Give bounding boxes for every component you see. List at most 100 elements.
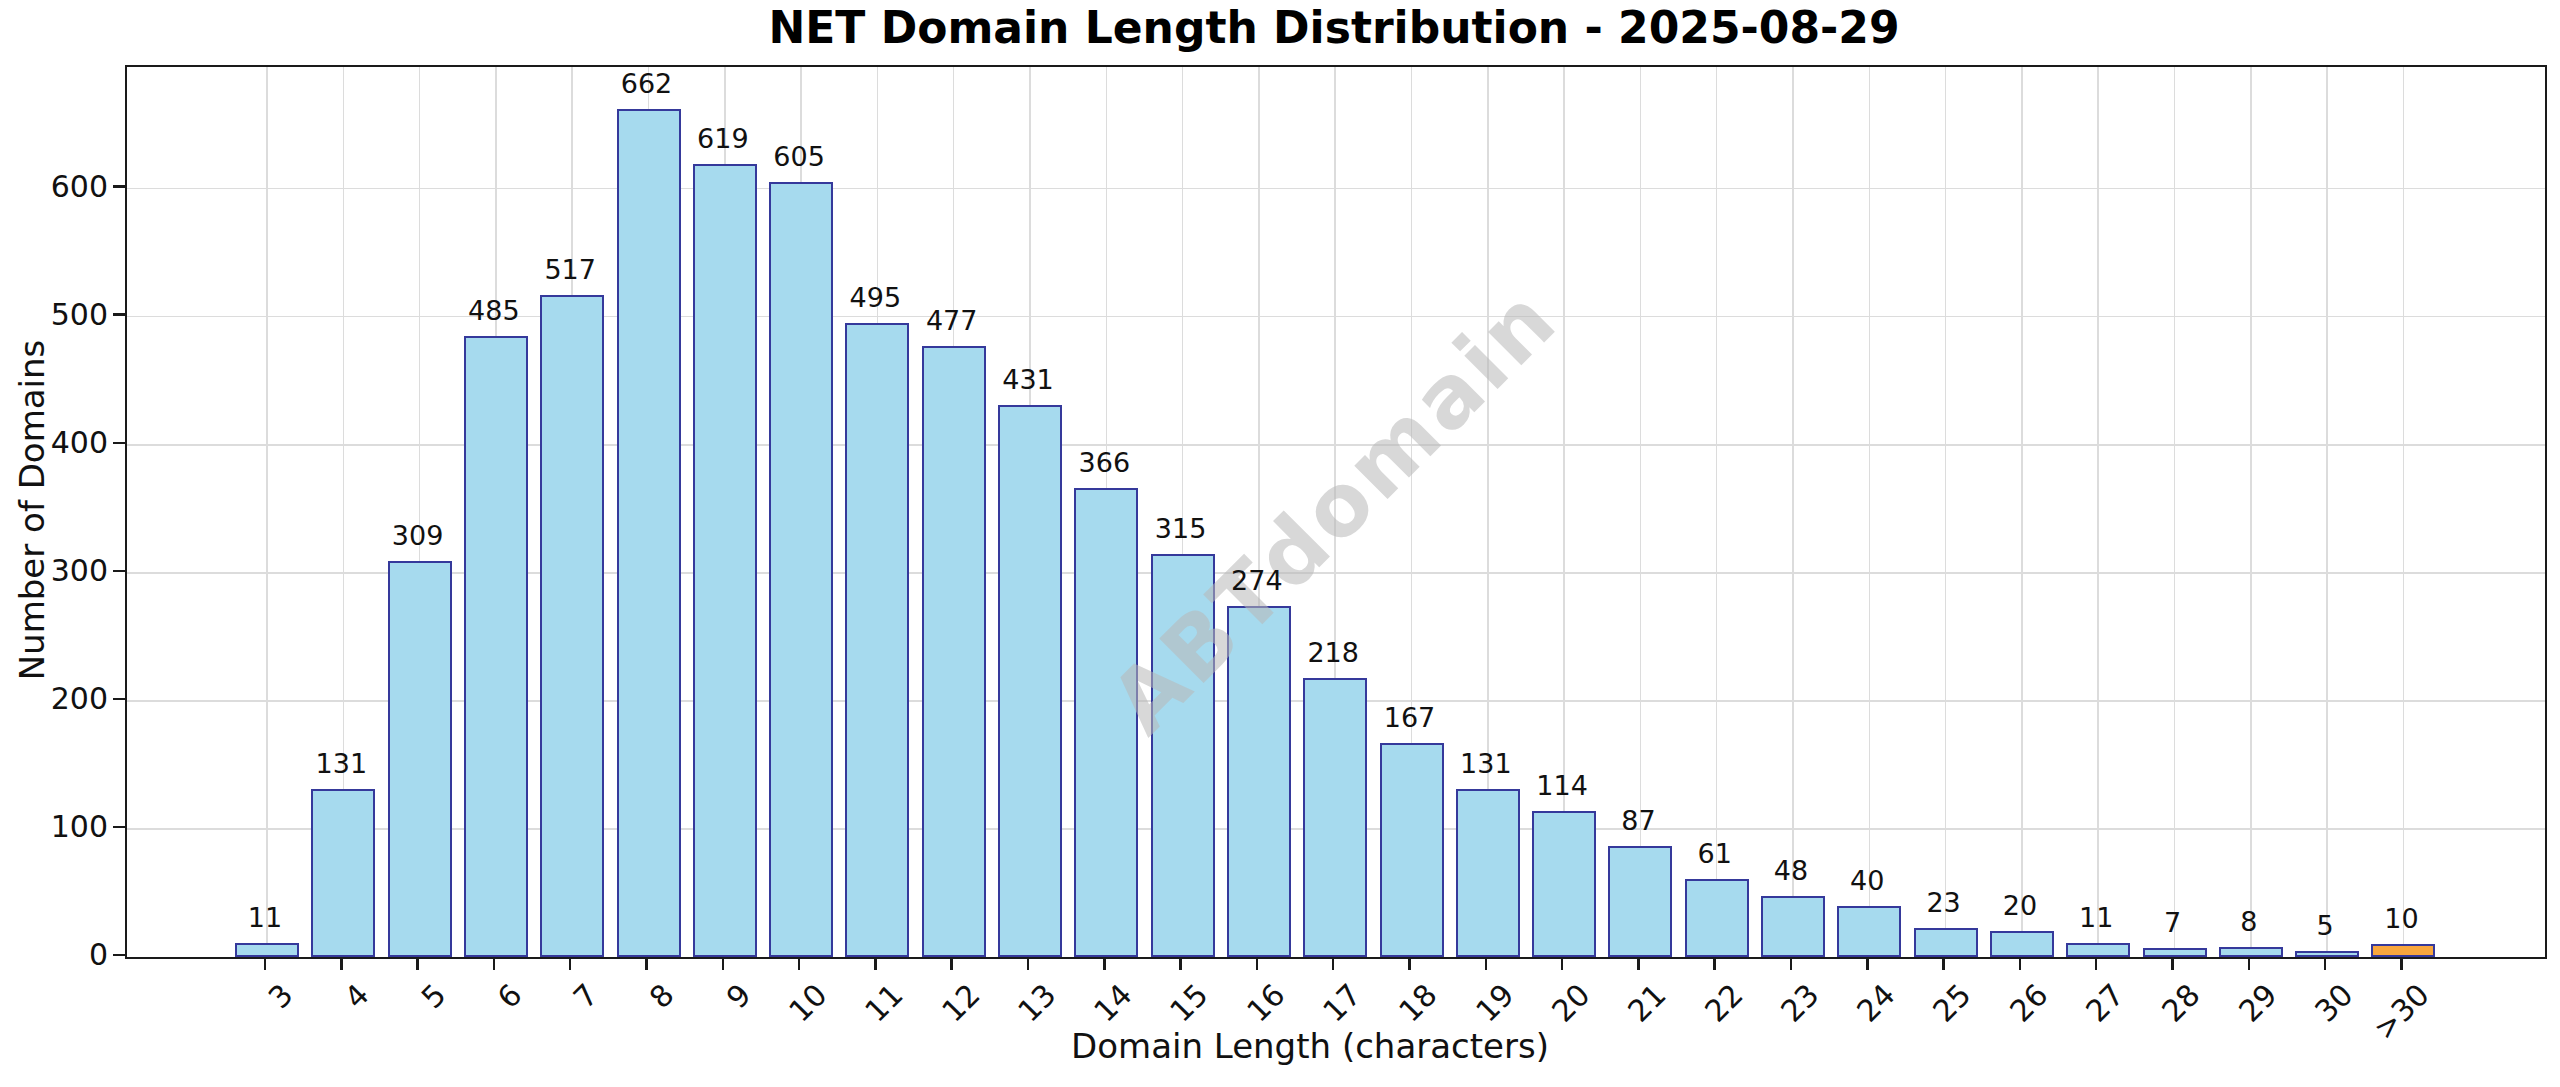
bar-13: [998, 405, 1062, 957]
y-tick-label: 100: [0, 812, 108, 842]
x-tick: [1790, 958, 1793, 970]
x-tick-label-14: 14: [1089, 979, 1137, 1027]
bar-18: [1380, 743, 1444, 957]
bar-value-label-21: 87: [1621, 807, 1655, 834]
x-tick-label-27: 27: [2081, 979, 2129, 1027]
bar-value-label-25: 23: [1926, 889, 1960, 916]
x-tick: [2324, 958, 2327, 970]
bar-value-label-28: 7: [2164, 909, 2181, 936]
bar-11: [845, 323, 909, 957]
bar-value-label-24: 40: [1850, 867, 1884, 894]
x-gridline: [1716, 67, 1718, 957]
bar-4: [311, 789, 375, 957]
x-gridline: [2403, 67, 2405, 957]
bar-9: [693, 164, 757, 957]
bar-value-label-14: 366: [1079, 449, 1131, 476]
bar-value-label-16: 274: [1231, 567, 1283, 594]
bar-value-label-18: 167: [1384, 704, 1436, 731]
bar-25: [1914, 928, 1978, 957]
x-tick-label-17: 17: [1318, 979, 1366, 1027]
chart-title: NET Domain Length Distribution - 2025-08…: [768, 2, 1899, 53]
x-tick: [1561, 958, 1564, 970]
x-tick-label-29: 29: [2234, 979, 2282, 1027]
y-tick-label: 0: [0, 940, 108, 970]
x-tick: [264, 958, 267, 970]
x-gridline: [1792, 67, 1794, 957]
bar-28: [2143, 948, 2207, 957]
bar-21: [1608, 846, 1672, 957]
bar-value-label-4: 131: [316, 750, 368, 777]
y-tick: [113, 698, 125, 701]
x-tick: [645, 958, 648, 970]
x-tick: [1637, 958, 1640, 970]
y-tick: [113, 954, 125, 957]
y-tick: [113, 826, 125, 829]
x-tick: [569, 958, 572, 970]
x-tick-label-22: 22: [1700, 979, 1748, 1027]
bar-value-label-15: 315: [1155, 515, 1207, 542]
x-tick: [1179, 958, 1182, 970]
bar-value-label-12: 477: [926, 307, 978, 334]
bar-value-label-13: 431: [1002, 366, 1054, 393]
x-tick: [1485, 958, 1488, 970]
y-axis-label: Number of Domains: [12, 340, 52, 681]
bar-value-label-27: 11: [2079, 904, 2113, 931]
bar-20: [1532, 811, 1596, 957]
bar-value-label-22: 61: [1698, 840, 1732, 867]
x-gridline: [1945, 67, 1947, 957]
x-tick: [2019, 958, 2022, 970]
y-tick: [113, 185, 125, 188]
x-gridline: [2250, 67, 2252, 957]
bar-7: [540, 295, 604, 957]
bar-27: [2066, 943, 2130, 957]
x-tick: [1027, 958, 1030, 970]
x-tick-label-10: 10: [784, 979, 832, 1027]
y-gridline-600: [127, 188, 2545, 190]
x-tick: [2248, 958, 2251, 970]
x-tick-label-3: 3: [263, 979, 298, 1014]
y-tick-label: 400: [0, 428, 108, 458]
bar-value-label-26: 20: [2003, 892, 2037, 919]
x-tick-label-7: 7: [569, 979, 604, 1014]
bar-value-label-23: 48: [1774, 857, 1808, 884]
x-tick-label-19: 19: [1471, 979, 1519, 1027]
chart-figure: NET Domain Length Distribution - 2025-08…: [0, 0, 2560, 1087]
x-tick: [493, 958, 496, 970]
x-tick-label-13: 13: [1013, 979, 1061, 1027]
x-tick-label-18: 18: [1394, 979, 1442, 1027]
bar-value-label-5: 309: [392, 522, 444, 549]
bar-23: [1761, 896, 1825, 957]
y-tick-label: 600: [0, 172, 108, 202]
x-gridline: [2174, 67, 2176, 957]
bar-26: [1990, 931, 2054, 957]
x-gridline: [2021, 67, 2023, 957]
x-tick-label-11: 11: [860, 979, 908, 1027]
x-tick: [416, 958, 419, 970]
bar-value-label-30: 5: [2317, 912, 2334, 939]
bar-value-label-29: 8: [2240, 908, 2257, 935]
x-tick: [2095, 958, 2098, 970]
x-gridline: [266, 67, 268, 957]
y-tick-label: 500: [0, 300, 108, 330]
bar-24: [1837, 906, 1901, 957]
bar-6: [464, 336, 528, 957]
x-tick: [2171, 958, 2174, 970]
y-tick-label: 300: [0, 556, 108, 586]
x-tick-label-9: 9: [721, 979, 756, 1014]
bar-value-label-6: 485: [468, 297, 520, 324]
bar-value-label-10: 605: [773, 143, 825, 170]
x-tick-label-28: 28: [2157, 979, 2205, 1027]
bar-value-label-3: 11: [248, 904, 282, 931]
bar-8: [617, 109, 681, 957]
bar-value-label-9: 619: [697, 125, 749, 152]
x-tick: [874, 958, 877, 970]
bar-value-label-20: 114: [1536, 772, 1588, 799]
x-tick: [1942, 958, 1945, 970]
bar-19: [1456, 789, 1520, 957]
bar-3: [235, 943, 299, 957]
bar-5: [388, 561, 452, 957]
x-axis-label: Domain Length (characters): [1071, 1026, 1549, 1066]
x-tick-label-15: 15: [1166, 979, 1214, 1027]
x-tick-label-24: 24: [1852, 979, 1900, 1027]
x-tick: [1713, 958, 1716, 970]
